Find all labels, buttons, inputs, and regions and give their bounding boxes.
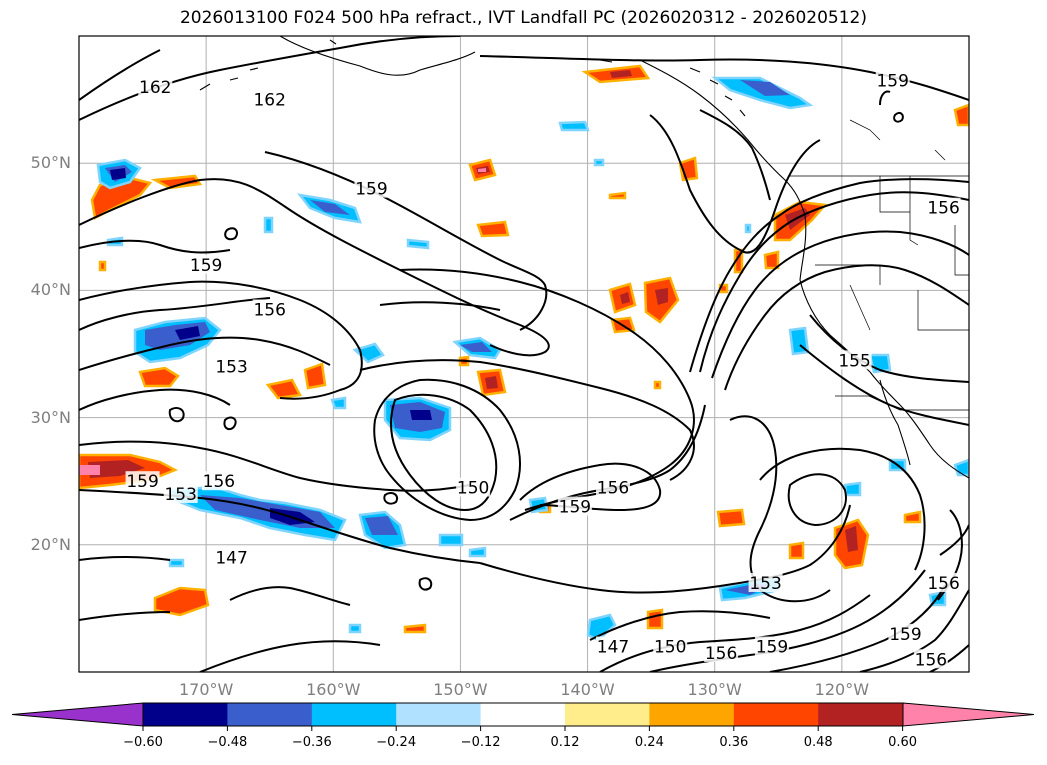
colorbar <box>11 702 1035 731</box>
contour-label-bg <box>252 299 287 319</box>
longitude-label: 170°W <box>178 680 234 699</box>
longitude-label: 130°W <box>687 680 742 699</box>
contour-label: 155 <box>838 351 870 371</box>
contour-label: 162 <box>253 91 285 111</box>
refractivity-contours <box>79 36 969 672</box>
colorbar-segment <box>227 703 313 726</box>
contour-label: 162 <box>139 78 171 98</box>
contour-label-bg <box>748 572 783 592</box>
contour-label-bg <box>214 356 249 376</box>
contour-label: 159 <box>559 498 591 518</box>
contour-label-bg <box>201 471 236 491</box>
refractivity-shading <box>79 64 969 642</box>
contour-label: 156 <box>915 650 947 670</box>
contour-label: 156 <box>705 644 737 664</box>
contour-label: 159 <box>355 180 387 200</box>
coastlines <box>199 36 969 479</box>
colorbar-segment <box>649 703 735 726</box>
contour-labels: 162 162 159 159 159 156 156 153 155 159 153 156 147 1… <box>125 70 961 670</box>
colorbar-tick-label: −0.36 <box>291 735 332 750</box>
colorbar-tick-label: 0.12 <box>550 735 580 750</box>
contour-label-bg <box>926 197 961 217</box>
contour-label-bg <box>926 572 961 592</box>
map-frame <box>78 35 970 673</box>
contour-label: 156 <box>253 300 285 320</box>
colorbar-segment <box>311 703 397 726</box>
latitude-label: 20°N <box>30 534 71 554</box>
contour-label-bg <box>252 89 287 109</box>
contour-label: 159 <box>756 638 788 658</box>
contour-label-bg <box>888 623 923 643</box>
longitude-label: 160°W <box>306 680 361 699</box>
contour-label-bg <box>557 496 592 516</box>
contour-label: 150 <box>654 638 686 658</box>
contour-label: 156 <box>597 479 629 499</box>
contour-label-bg <box>596 636 630 656</box>
contour-label-bg <box>163 483 198 503</box>
colorbar-tick-label: 0.60 <box>888 735 918 750</box>
latitude-label: 40°N <box>30 280 71 300</box>
latitude-label: 50°N <box>30 153 71 173</box>
colorbar-segment <box>565 703 650 726</box>
colorbar-tick-label: −0.48 <box>207 735 248 750</box>
contour-label-bg <box>354 178 389 198</box>
contour-label-bg <box>125 471 160 491</box>
colorbar-tick-label: −0.60 <box>123 735 163 750</box>
contour-label-bg <box>653 636 688 656</box>
contour-label: 159 <box>126 472 158 492</box>
contour-label-bg <box>138 76 173 96</box>
colorbar-outline <box>142 702 904 727</box>
colorbar-tick-label: −0.24 <box>376 735 417 750</box>
contour-label-bg <box>189 254 224 274</box>
longitude-label: 120°W <box>814 680 870 699</box>
colorbar-tick-label: 0.48 <box>803 735 833 750</box>
contour-label: 153 <box>215 358 247 378</box>
contour-label: 150 <box>457 479 489 499</box>
contour-label-bg <box>456 477 491 497</box>
contour-label-bg <box>704 642 739 662</box>
contour-label-bg <box>875 70 910 90</box>
contour-label-bg <box>913 649 948 669</box>
gridlines <box>79 36 969 672</box>
contour-label-bg <box>754 636 789 656</box>
contour-label: 156 <box>927 199 959 219</box>
colorbar-tick-label: −0.12 <box>460 735 501 750</box>
contour-label: 159 <box>190 256 222 276</box>
colorbar-segment <box>818 703 904 726</box>
contour-label: 147 <box>597 638 629 658</box>
contour-label: 156 <box>927 574 959 594</box>
map-title: 2026013100 F024 500 hPa refract., IVT La… <box>179 8 867 28</box>
longitude-label: 150°W <box>433 680 488 699</box>
contour-label-bg <box>837 350 872 370</box>
contour-label: 159 <box>876 72 908 92</box>
contour-label-bg <box>214 547 249 567</box>
colorbar-tick-label: 0.24 <box>634 735 664 750</box>
contour-label: 147 <box>215 549 247 569</box>
colorbar-segment <box>396 703 482 726</box>
contour-label: 153 <box>164 485 196 505</box>
longitude-label: 140°W <box>560 680 615 699</box>
contour-label: 156 <box>203 472 235 492</box>
colorbar-segment <box>143 703 228 726</box>
colorbar-extend-high <box>902 702 1035 727</box>
colorbar-extend-low <box>11 702 144 727</box>
latitude-label: 30°N <box>30 407 71 427</box>
contour-label: 153 <box>749 574 781 594</box>
colorbar-segment <box>480 703 566 726</box>
colorbar-segment <box>733 703 819 726</box>
contour-label: 159 <box>889 625 921 645</box>
colorbar-tick-label: 0.36 <box>719 735 749 750</box>
contour-label-bg <box>596 477 630 497</box>
